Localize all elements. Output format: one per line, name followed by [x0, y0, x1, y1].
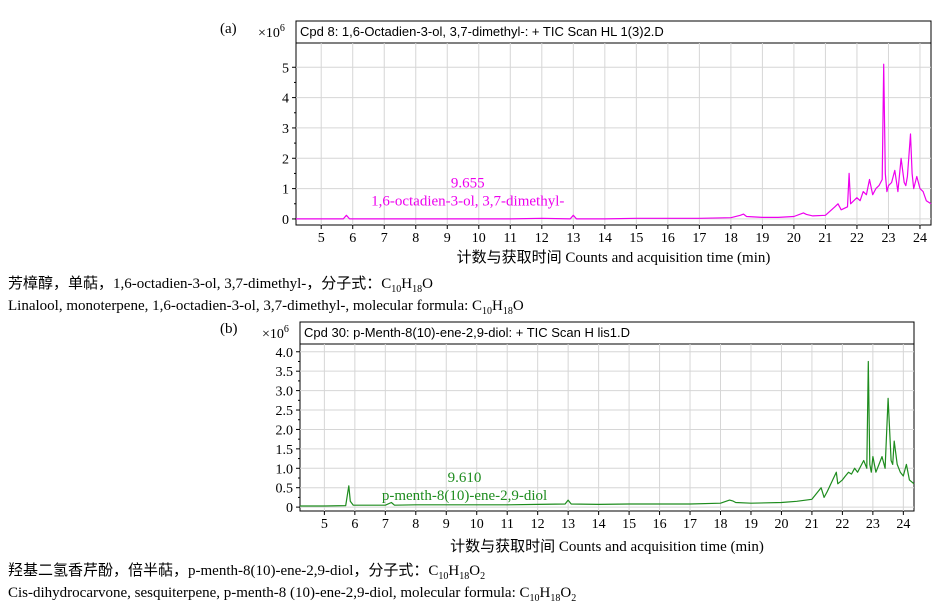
- x-tick-label: 12: [531, 517, 545, 532]
- y-tick-label: 0: [282, 213, 289, 228]
- x-tick-label: 24: [913, 231, 927, 246]
- x-tick-label: 23: [881, 231, 895, 246]
- y-exponent: ×106: [258, 23, 285, 41]
- peak-compound-label: p-menth-8(10)-ene-2,9-diol: [382, 488, 547, 504]
- x-tick-label: 13: [561, 517, 575, 532]
- x-tick-label: 10: [470, 517, 484, 532]
- x-tick-label: 7: [382, 517, 389, 532]
- x-tick-label: 6: [351, 517, 358, 532]
- x-tick-label: 12: [535, 231, 549, 246]
- y-tick-label: 0.5: [276, 482, 294, 497]
- y-tick-label: 3: [282, 122, 289, 137]
- y-tick-label: 1: [282, 183, 289, 198]
- y-tick-label: 2: [282, 152, 289, 167]
- x-tick-label: 19: [744, 517, 758, 532]
- x-tick-label: 21: [805, 517, 819, 532]
- y-tick-label: 1.5: [276, 443, 294, 458]
- x-tick-label: 16: [653, 517, 667, 532]
- peak-retention-time: 9.610: [448, 470, 482, 486]
- x-axis-label: 计数与获取时间 Counts and acquisition time (min…: [450, 538, 764, 555]
- x-tick-label: 7: [381, 231, 388, 246]
- x-tick-label: 17: [692, 231, 706, 246]
- x-tick-label: 19: [755, 231, 769, 246]
- y-tick-label: 3.5: [276, 365, 294, 380]
- y-tick-label: 3.0: [276, 385, 294, 400]
- y-tick-label: 2.0: [276, 423, 294, 438]
- y-tick-label: 2.5: [276, 404, 294, 419]
- panel-letter: (b): [220, 321, 238, 337]
- x-tick-label: 8: [412, 231, 419, 246]
- y-exponent: ×106: [262, 324, 289, 342]
- y-tick-label: 1.0: [276, 462, 294, 477]
- x-tick-label: 13: [566, 231, 580, 246]
- x-tick-label: 15: [622, 517, 636, 532]
- x-tick-label: 5: [318, 231, 325, 246]
- x-tick-label: 22: [835, 517, 849, 532]
- x-tick-label: 18: [714, 517, 728, 532]
- caption-en-b: Cis-dihydrocarvone, sesquiterpene, p-men…: [8, 585, 577, 604]
- x-tick-label: 5: [321, 517, 328, 532]
- x-tick-label: 14: [598, 231, 612, 246]
- peak-compound-label: 1,6-octadien-3-ol, 3,7-dimethyl-: [371, 193, 564, 209]
- x-tick-label: 10: [472, 231, 486, 246]
- caption-cn-b: 羟基二氢香芹酚，倍半萜，p-menth-8(10)-ene-2,9-diol，分…: [8, 563, 486, 582]
- chart-title: Cpd 30: p-Menth-8(10)-ene-2,9-diol: + TI…: [304, 325, 630, 340]
- peak-retention-time: 9.655: [451, 175, 485, 191]
- chart-title: Cpd 8: 1,6-Octadien-3-ol, 3,7-dimethyl-:…: [300, 24, 664, 39]
- x-tick-label: 22: [850, 231, 864, 246]
- tic-trace-line: [300, 360, 915, 507]
- plot-area: [299, 343, 915, 512]
- x-tick-label: 6: [349, 231, 356, 246]
- x-tick-label: 21: [818, 231, 832, 246]
- tic-trace-line: [296, 63, 932, 220]
- x-tick-label: 18: [724, 231, 738, 246]
- y-tick-label: 4.0: [276, 346, 294, 361]
- x-tick-label: 9: [444, 231, 451, 246]
- panel-letter: (a): [220, 21, 237, 37]
- x-tick-label: 9: [443, 517, 450, 532]
- x-tick-label: 11: [504, 231, 517, 246]
- x-tick-label: 15: [629, 231, 643, 246]
- x-tick-label: 17: [683, 517, 697, 532]
- x-axis-label: 计数与获取时间 Counts and acquisition time (min…: [457, 249, 771, 266]
- y-tick-label: 5: [282, 61, 289, 76]
- caption-cn-a: 芳樟醇，单萜，1,6-octadien-3-ol, 3,7-dimethyl-，…: [8, 276, 433, 295]
- x-tick-label: 23: [866, 517, 880, 532]
- x-tick-label: 14: [592, 517, 606, 532]
- x-tick-label: 20: [787, 231, 801, 246]
- x-tick-label: 16: [661, 231, 675, 246]
- x-tick-label: 8: [412, 517, 419, 532]
- x-tick-label: 20: [774, 517, 788, 532]
- y-tick-label: 0: [286, 501, 293, 516]
- y-tick-label: 4: [282, 92, 289, 107]
- x-tick-label: 11: [500, 517, 513, 532]
- x-tick-label: 24: [896, 517, 910, 532]
- caption-en-a: Linalool, monoterpene, 1,6-octadien-3-ol…: [8, 298, 524, 317]
